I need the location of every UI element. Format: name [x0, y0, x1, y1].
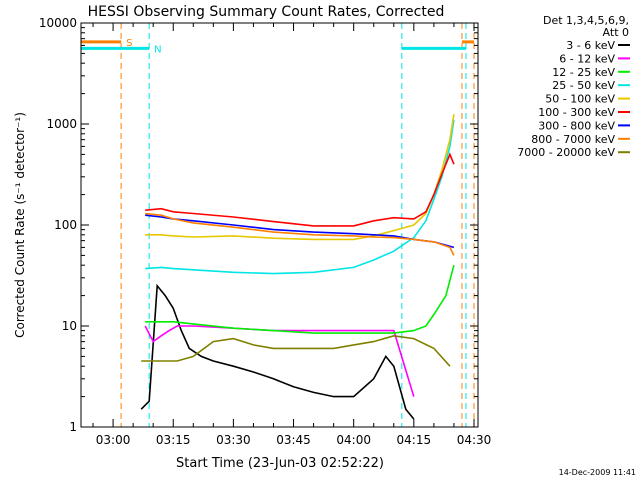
series-line-7 [145, 212, 455, 256]
legend-header: Det 1,3,4,5,6,9, [543, 14, 629, 27]
y-axis-label: Corrected Count Rate (s⁻¹ detector⁻¹) [13, 112, 27, 338]
x-tick-label: 03:30 [216, 433, 251, 447]
legend-header: Att 0 [603, 26, 629, 39]
legend-entry-label: 6 - 12 keV [559, 52, 615, 65]
series-line-3 [145, 119, 455, 275]
chart-title: HESSI Observing Summary Count Rates, Cor… [88, 4, 445, 20]
legend-entry-label: 7000 - 20000 keV [517, 146, 615, 159]
x-tick-label: 04:15 [397, 433, 432, 447]
x-tick-label: 03:15 [156, 433, 191, 447]
plot-area: SN [81, 23, 475, 427]
series-line-2 [145, 264, 455, 334]
x-tick-label: 03:45 [276, 433, 311, 447]
y-tick-label: 100 [54, 218, 77, 232]
legend-entry-label: 12 - 25 keV [552, 66, 615, 79]
x-tick-label: 04:00 [336, 433, 371, 447]
legend-entry-label: 25 - 50 keV [552, 79, 615, 92]
y-tick-label: 1000 [46, 117, 77, 131]
plot-frame [80, 22, 479, 428]
footer-timestamp: 14-Dec-2009 11:41 [559, 468, 636, 477]
x-axis-label: Start Time (23-Jun-03 02:52:22) [176, 456, 384, 471]
flag-label-s: S [126, 38, 132, 49]
x-axis: 03:00 03:15 03:30 03:45 04:00 04:15 04:30 [92, 23, 492, 447]
series-line-1 [144, 325, 415, 397]
legend-entry-label: 800 - 7000 keV [531, 133, 615, 146]
series-line-8 [141, 334, 451, 367]
y-tick-label: 10000 [39, 16, 77, 30]
series-line-0 [140, 283, 415, 420]
series-line-5 [145, 152, 455, 227]
x-tick-label: 03:00 [96, 433, 131, 447]
y-tick-label: 1 [69, 420, 77, 434]
y-tick-label: 10 [62, 319, 77, 333]
legend-entry-label: 3 - 6 keV [566, 39, 615, 52]
legend-entry-label: 100 - 300 keV [538, 106, 615, 119]
flag-label-n: N [154, 44, 161, 55]
y-axis: 1 10 100 1000 10000 [39, 16, 478, 434]
legend-entry-label: 50 - 100 keV [545, 93, 615, 106]
legend-entry-label: 300 - 800 keV [538, 119, 615, 132]
x-tick-label: 04:30 [457, 433, 492, 447]
